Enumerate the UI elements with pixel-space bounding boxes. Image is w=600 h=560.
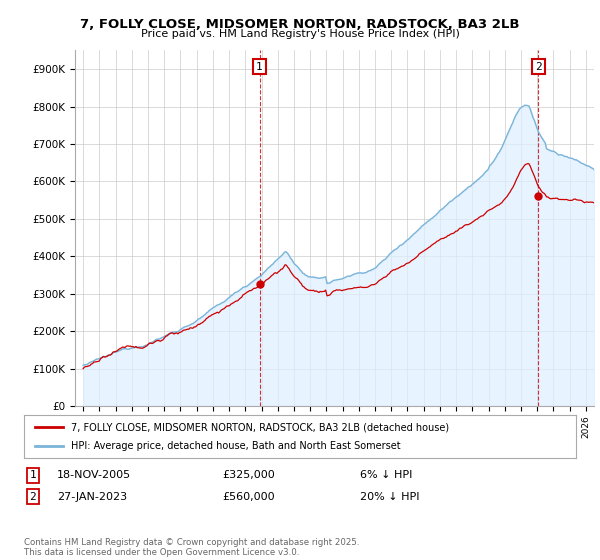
Text: £560,000: £560,000	[222, 492, 275, 502]
Text: Contains HM Land Registry data © Crown copyright and database right 2025.
This d: Contains HM Land Registry data © Crown c…	[24, 538, 359, 557]
Text: £325,000: £325,000	[222, 470, 275, 480]
Text: 2: 2	[535, 62, 542, 72]
Text: 1: 1	[29, 470, 37, 480]
Text: 7, FOLLY CLOSE, MIDSOMER NORTON, RADSTOCK, BA3 2LB (detached house): 7, FOLLY CLOSE, MIDSOMER NORTON, RADSTOC…	[71, 422, 449, 432]
Text: 2: 2	[29, 492, 37, 502]
Text: 18-NOV-2005: 18-NOV-2005	[57, 470, 131, 480]
Text: 20% ↓ HPI: 20% ↓ HPI	[360, 492, 419, 502]
Text: 7, FOLLY CLOSE, MIDSOMER NORTON, RADSTOCK, BA3 2LB: 7, FOLLY CLOSE, MIDSOMER NORTON, RADSTOC…	[80, 18, 520, 31]
Text: 1: 1	[256, 62, 263, 72]
Text: HPI: Average price, detached house, Bath and North East Somerset: HPI: Average price, detached house, Bath…	[71, 441, 401, 451]
Text: 6% ↓ HPI: 6% ↓ HPI	[360, 470, 412, 480]
Text: Price paid vs. HM Land Registry's House Price Index (HPI): Price paid vs. HM Land Registry's House …	[140, 29, 460, 39]
Text: 27-JAN-2023: 27-JAN-2023	[57, 492, 127, 502]
